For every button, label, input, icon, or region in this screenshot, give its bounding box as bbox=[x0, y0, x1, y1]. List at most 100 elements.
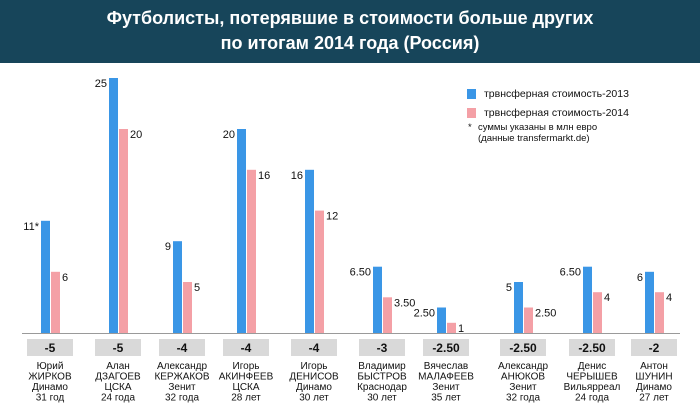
data-label-2013: 25 bbox=[95, 78, 107, 90]
legend-label-2013: трвнсферная стоимость-2013 bbox=[484, 88, 629, 100]
difference-label: -4 bbox=[241, 341, 252, 355]
chart-title-line-1: Футболисты, потерявшие в стоимости больш… bbox=[106, 8, 594, 28]
difference-label: -5 bbox=[113, 341, 124, 355]
difference-box bbox=[223, 339, 269, 356]
legend-swatch-2013 bbox=[467, 89, 476, 99]
category-label: ШУНИН bbox=[635, 372, 672, 383]
bar-2014 bbox=[183, 282, 192, 333]
category-label: 31 год bbox=[36, 393, 65, 404]
category-label: 28 лет bbox=[231, 393, 261, 404]
bar-2014 bbox=[247, 169, 256, 333]
data-label-2014: 20 bbox=[130, 129, 142, 141]
data-label-2013: 6 bbox=[637, 272, 643, 284]
difference-box bbox=[95, 339, 141, 356]
difference-box bbox=[27, 339, 73, 356]
data-label-2014: 2.50 bbox=[535, 308, 556, 320]
bar-2014 bbox=[383, 297, 392, 333]
category-label: 32 года bbox=[506, 393, 541, 404]
category-label: Зенит bbox=[432, 382, 460, 393]
difference-box bbox=[631, 339, 677, 356]
difference-box bbox=[359, 339, 405, 356]
category-label: ЦСКА bbox=[232, 382, 259, 393]
category-label: Вильярреал bbox=[564, 382, 621, 393]
category-label: 27 лет bbox=[639, 393, 669, 404]
data-label-2013: 11* bbox=[23, 221, 39, 233]
legend-label-2014: трвнсферная стоимость-2014 bbox=[484, 107, 629, 119]
title-banner bbox=[0, 0, 700, 63]
category-label: 32 года bbox=[165, 393, 200, 404]
category-label: 24 года bbox=[575, 393, 610, 404]
category-label: ЦСКА bbox=[104, 382, 131, 393]
data-label-2014: 1 bbox=[458, 323, 464, 335]
difference-box bbox=[159, 339, 205, 356]
bar-2013 bbox=[373, 266, 382, 333]
data-label-2014: 16 bbox=[258, 170, 270, 182]
data-label-2013: 5 bbox=[506, 282, 512, 294]
category-label: Краснодар bbox=[357, 382, 407, 393]
category-label: МАЛАФЕЕВ bbox=[418, 372, 474, 383]
data-label-2013: 2.50 bbox=[414, 308, 435, 320]
category-label: ЖИРКОВ bbox=[28, 372, 72, 383]
category-label: Вячеслав bbox=[424, 361, 468, 372]
category-label: Юрий bbox=[37, 361, 64, 372]
bar-2013 bbox=[514, 282, 523, 333]
difference-label: -3 bbox=[377, 341, 388, 355]
legend-note-line-2: (данные transfermarkt.de) bbox=[478, 133, 590, 144]
category-label: АНЮКОВ bbox=[501, 372, 545, 383]
category-label: Александр bbox=[157, 361, 207, 372]
bar-2014 bbox=[119, 129, 128, 333]
category-label: Зенит bbox=[168, 382, 196, 393]
data-label-2014: 6 bbox=[62, 272, 68, 284]
difference-box bbox=[423, 339, 469, 356]
chart-title-line-2: по итогам 2014 года (Россия) bbox=[220, 33, 480, 53]
category-label: Алан bbox=[106, 361, 130, 372]
difference-box bbox=[569, 339, 615, 356]
category-label: Игорь bbox=[301, 361, 328, 372]
category-label: ДЕНИСОВ bbox=[289, 372, 339, 383]
category-label: Зенит bbox=[509, 382, 537, 393]
category-label: КЕРЖАКОВ bbox=[154, 372, 209, 383]
category-label: 24 года bbox=[101, 393, 136, 404]
difference-label: -5 bbox=[45, 341, 56, 355]
category-label: ЧЕРЫШЕВ bbox=[566, 372, 618, 383]
difference-label: -2.50 bbox=[509, 341, 537, 355]
data-label-2013: 6.50 bbox=[350, 267, 371, 279]
category-label: Владимир bbox=[358, 361, 406, 372]
category-label: 30 лет bbox=[299, 393, 329, 404]
data-label-2014: 4 bbox=[604, 292, 610, 304]
legend-note: * суммы указаны в млн евро (данные trans… bbox=[468, 122, 598, 144]
difference-label: -4 bbox=[309, 341, 320, 355]
category-label: ДЗАГОЕВ bbox=[95, 372, 141, 383]
category-label: Динамо bbox=[636, 382, 672, 393]
difference-box bbox=[291, 339, 337, 356]
legend-note-star: * bbox=[468, 122, 472, 133]
category-label: Денис bbox=[578, 361, 606, 372]
bar-2014 bbox=[315, 210, 324, 333]
difference-label: -2.50 bbox=[578, 341, 606, 355]
difference-label: -2 bbox=[649, 341, 660, 355]
category-label: Динамо bbox=[32, 382, 68, 393]
data-label-2013: 20 bbox=[223, 129, 235, 141]
category-label: Динамо bbox=[296, 382, 332, 393]
data-label-2013: 6.50 bbox=[560, 267, 581, 279]
bar-2013 bbox=[583, 266, 592, 333]
bar-2014 bbox=[655, 292, 664, 333]
bar-2013 bbox=[173, 241, 182, 333]
data-label-2014: 3.50 bbox=[394, 297, 415, 309]
category-label: АКИНФЕЕВ bbox=[219, 372, 274, 383]
bar-2013 bbox=[237, 129, 246, 333]
category-label: Антон bbox=[640, 361, 668, 372]
bar-2014 bbox=[593, 292, 602, 333]
bar-2014 bbox=[51, 271, 60, 333]
bar-2014 bbox=[447, 322, 456, 333]
legend-swatch-2014 bbox=[467, 108, 476, 118]
bar-2013 bbox=[437, 307, 446, 333]
data-label-2013: 9 bbox=[165, 241, 171, 253]
bar-2013 bbox=[305, 169, 314, 333]
difference-label: -4 bbox=[177, 341, 188, 355]
category-label: Александр bbox=[498, 361, 548, 372]
category-label: Игорь bbox=[233, 361, 260, 372]
bar-2013 bbox=[645, 271, 654, 333]
legend-note-line-1: суммы указаны в млн евро bbox=[478, 122, 598, 133]
